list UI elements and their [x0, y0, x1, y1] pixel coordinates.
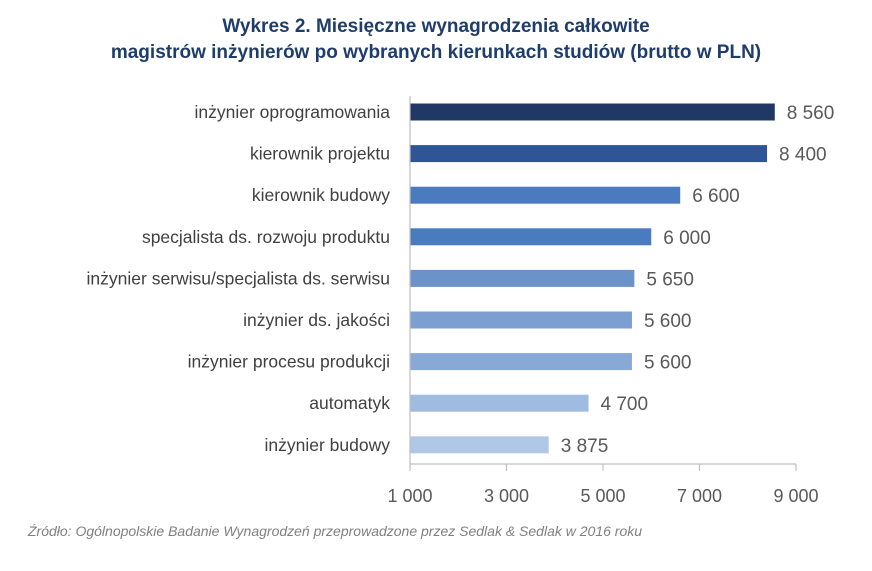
bar-chart: inżynier oprogramowania kierownik projekt… — [87, 96, 835, 506]
bar — [410, 394, 589, 412]
x-tick-label: 7 000 — [677, 486, 722, 506]
value-label: 4 700 — [601, 394, 649, 415]
category-label: inżynier serwisu/specjalista ds. serwisu — [87, 268, 390, 288]
category-label: inżynier budowy — [265, 435, 391, 455]
bar — [410, 186, 681, 204]
bar — [410, 353, 632, 371]
category-label: specjalista ds. rozwoju produktu — [142, 227, 390, 247]
category-label: inżynier procesu produkcji — [188, 352, 390, 372]
bar — [410, 103, 775, 121]
bar — [410, 145, 768, 163]
bar — [410, 436, 549, 454]
category-labels: inżynier oprogramowania kierownik projekt… — [87, 102, 391, 455]
value-label: 8 560 — [787, 103, 835, 124]
x-tick-labels: 1 000 3 000 5 000 7 000 9 000 — [387, 486, 818, 506]
bars — [410, 103, 775, 454]
value-label: 5 600 — [644, 353, 692, 374]
category-label: kierownik projektu — [250, 144, 390, 164]
axes — [409, 96, 797, 471]
chart-title-line-1: Wykres 2. Miesięczne wynagrodzenia całko… — [222, 16, 650, 37]
value-label: 6 600 — [692, 186, 740, 207]
chart-title-line-2: magistrów inżynierów po wybranych kierun… — [110, 42, 762, 63]
category-label: inżynier ds. jakości — [243, 310, 390, 330]
chart-title: Wykres 2. Miesięczne wynagrodzenia całko… — [0, 14, 872, 66]
bar — [410, 228, 652, 246]
value-label: 3 875 — [561, 436, 609, 457]
bar — [410, 311, 632, 329]
value-label: 6 000 — [663, 228, 711, 249]
x-tick-label: 3 000 — [484, 486, 529, 506]
value-label: 5 600 — [644, 311, 692, 332]
source-note: Źródło: Ogólnopolskie Badanie Wynagrodze… — [28, 523, 643, 539]
x-tick-label: 5 000 — [580, 486, 625, 506]
value-label: 5 650 — [646, 269, 694, 290]
category-label: inżynier oprogramowania — [194, 102, 390, 122]
value-labels: 8 560 8 400 6 600 6 000 5 650 5 600 5 600 4 700… — [561, 103, 835, 457]
category-label: kierownik budowy — [252, 185, 390, 205]
value-label: 8 400 — [779, 145, 827, 166]
x-tick-label: 1 000 — [387, 486, 432, 506]
x-tick-label: 9 000 — [773, 486, 818, 506]
category-label: automatyk — [309, 393, 390, 413]
bar — [410, 269, 635, 287]
